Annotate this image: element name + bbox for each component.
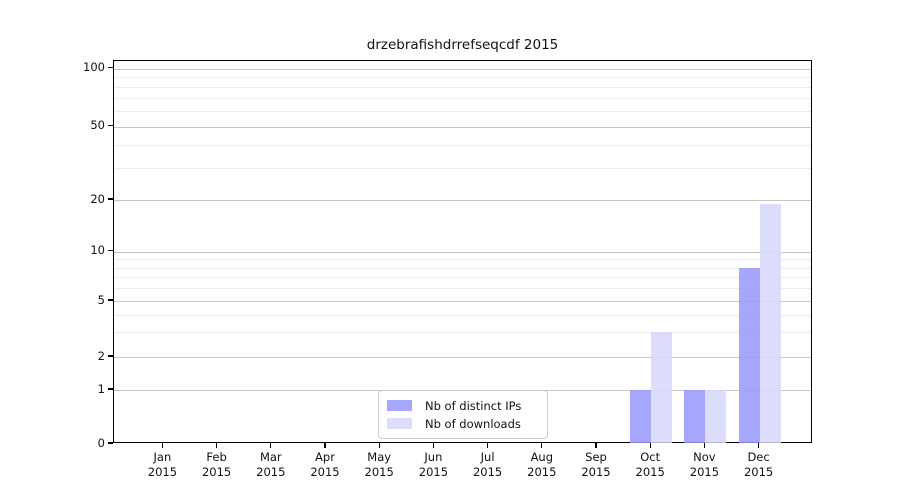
gridline-major (114, 126, 811, 128)
bar-distinct-ips-dec (738, 267, 760, 443)
x-axis-tick (161, 443, 164, 448)
x-axis-tick (649, 443, 651, 448)
x-tick-year: 2015 (527, 465, 557, 479)
y-tick-label: 100 (83, 60, 105, 74)
x-tick-year: 2015 (743, 465, 774, 479)
gridline-major (114, 301, 811, 302)
legend-label-distinct-ips: Nb of distinct IPs (425, 398, 522, 413)
gridline-minor (114, 267, 811, 269)
gridline-minor (114, 259, 811, 261)
x-axis-tick (703, 443, 706, 448)
gridline-minor (114, 332, 811, 334)
x-tick-month: Jan (153, 450, 172, 464)
x-tick-year: 2015 (581, 465, 611, 479)
gridline-major (114, 68, 811, 70)
y-tick-label: 20 (90, 191, 105, 206)
x-tick-year: 2015 (472, 465, 503, 479)
y-axis-tick (107, 388, 113, 390)
x-tick-month: Apr (315, 450, 335, 464)
bar-distinct-ips-oct (630, 390, 652, 443)
bar-downloads-dec (759, 203, 781, 443)
y-tick-label: 50 (90, 118, 105, 133)
x-tick-label: Jun 2015 (405, 450, 461, 480)
x-tick-month: May (367, 450, 392, 464)
x-tick-year: 2015 (147, 465, 178, 479)
x-tick-label: Feb 2015 (189, 450, 245, 480)
x-tick-month: Sep (585, 450, 607, 464)
x-tick-label: Oct 2015 (622, 450, 678, 480)
y-axis-tick (107, 250, 113, 252)
x-axis-tick (486, 443, 489, 448)
y-tick-label: 2 (97, 348, 105, 363)
x-axis-tick (324, 443, 326, 448)
x-tick-month: Nov (693, 450, 716, 464)
gridline-minor (114, 288, 811, 290)
y-tick-label: 1 (97, 381, 105, 396)
bar-downloads-oct (651, 332, 673, 443)
y-axis-tick (107, 198, 113, 200)
x-axis-tick (757, 443, 760, 448)
x-tick-label: Apr 2015 (297, 450, 353, 480)
x-tick-label: Mar 2015 (243, 450, 299, 480)
x-tick-month: Jul (480, 450, 495, 464)
x-tick-label: Jan 2015 (134, 450, 190, 480)
y-tick-label: 5 (97, 292, 105, 307)
y-tick-label: 10 (90, 243, 105, 258)
bar-distinct-ips-nov (684, 390, 706, 443)
x-tick-year: 2015 (364, 465, 394, 479)
x-axis-tick (541, 443, 543, 448)
x-tick-month: Aug (530, 450, 554, 464)
x-tick-month: Oct (640, 450, 661, 464)
y-axis-tick (107, 442, 113, 444)
gridline-minor (114, 314, 811, 316)
gridline-minor (114, 77, 811, 79)
gridline-minor (114, 167, 811, 169)
gridline-major (114, 251, 811, 253)
x-axis-tick (378, 443, 380, 448)
x-axis-tick (270, 443, 272, 448)
x-tick-month: Mar (259, 450, 282, 464)
plot-area: Nb of distinct IPs Nb of downloads (113, 60, 812, 443)
y-axis-tick (107, 355, 113, 357)
y-tick-label: 0 (97, 435, 105, 450)
x-tick-month: Feb (206, 450, 227, 464)
x-tick-year: 2015 (689, 465, 720, 479)
x-tick-label: Sep 2015 (568, 450, 624, 480)
x-axis-tick (215, 443, 218, 448)
gridline-minor (114, 98, 811, 100)
x-tick-year: 2015 (418, 465, 449, 479)
bar-downloads-nov (705, 390, 727, 443)
x-tick-year: 2015 (310, 465, 340, 479)
x-tick-year: 2015 (201, 465, 232, 479)
x-axis-tick (432, 443, 435, 448)
legend: Nb of distinct IPs Nb of downloads (378, 390, 548, 439)
gridline-minor (114, 144, 811, 146)
legend-entry-downloads: Nb of downloads (387, 417, 547, 431)
legend-swatch-distinct-ips (387, 400, 412, 411)
x-tick-month: Dec (747, 450, 770, 464)
x-tick-label: Dec 2015 (731, 450, 787, 480)
y-axis-tick (107, 66, 113, 69)
legend-entry-distinct-ips: Nb of distinct IPs (387, 399, 547, 413)
chart-title: drzebrafishdrrefseqcdf 2015 (366, 37, 559, 53)
x-tick-label: May 2015 (351, 450, 407, 480)
legend-swatch-downloads (387, 418, 412, 429)
gridline-major (114, 200, 811, 201)
y-axis-tick (107, 125, 113, 127)
legend-label-downloads: Nb of downloads (425, 416, 521, 431)
x-tick-label: Nov 2015 (676, 450, 732, 480)
x-tick-year: 2015 (635, 465, 665, 479)
gridline-major (114, 357, 811, 358)
gridline-minor (114, 87, 811, 89)
x-tick-month: Jun (424, 450, 443, 464)
x-tick-label: Aug 2015 (514, 450, 570, 480)
gridline-minor (114, 111, 811, 113)
y-axis-tick (107, 299, 113, 301)
x-axis-tick (595, 443, 597, 448)
x-tick-label: Jul 2015 (460, 450, 516, 480)
x-tick-year: 2015 (256, 465, 286, 479)
gridline-minor (114, 277, 811, 279)
